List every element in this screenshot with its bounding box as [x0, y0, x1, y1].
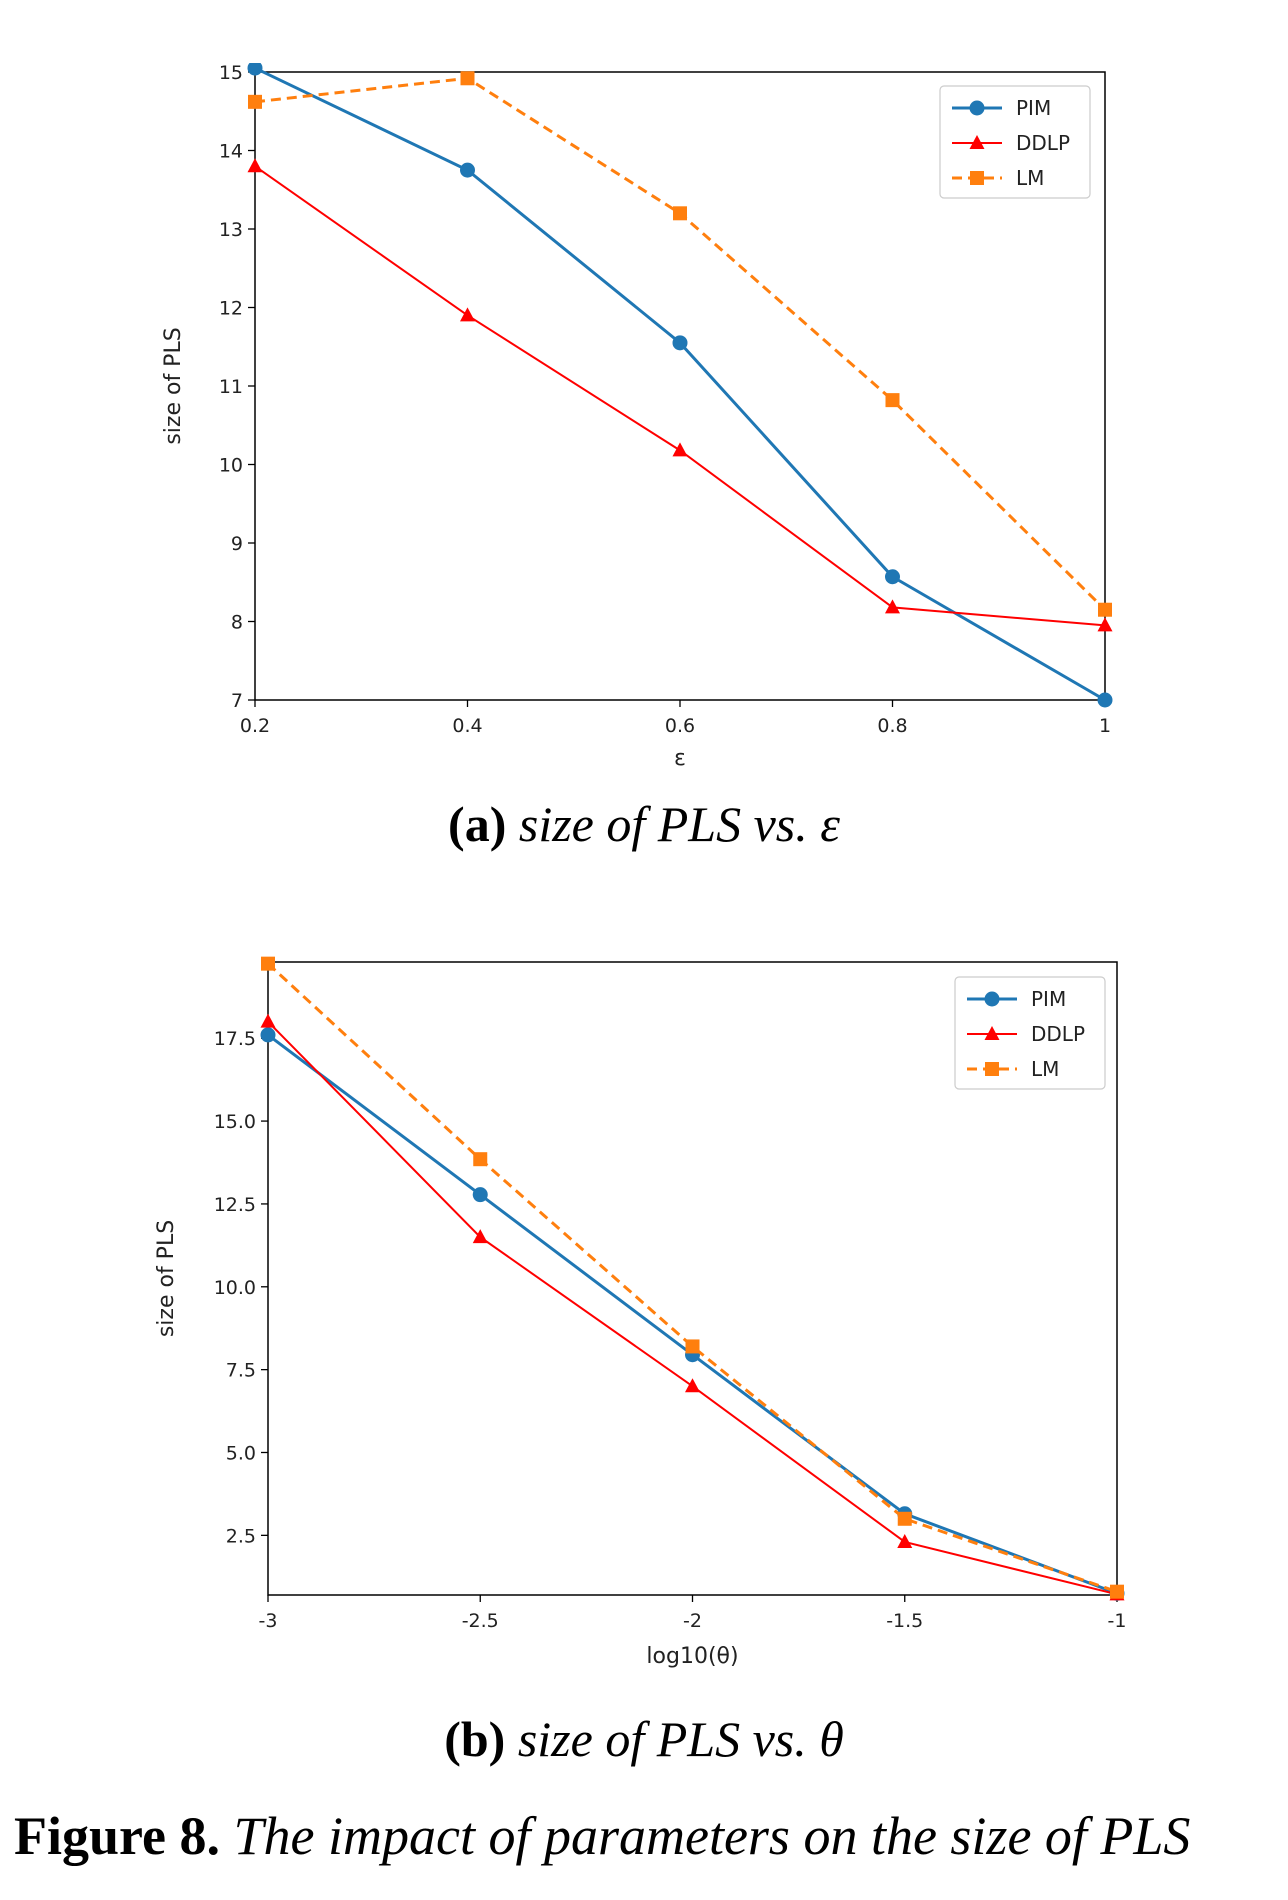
caption-b: (b) size of PLS vs. θ: [0, 1710, 1288, 1768]
data-point-lm: [673, 206, 687, 221]
y-tick-label-a: 8: [231, 612, 243, 634]
caption-a-text: size of PLS vs. ε: [518, 796, 840, 852]
caption-b-label: (b): [444, 1711, 506, 1767]
y-tick-label-a: 12: [219, 298, 243, 320]
x-tick-label-a: 0.4: [452, 715, 482, 737]
data-point-pim: [260, 1027, 276, 1043]
data-point-lm: [261, 956, 275, 971]
x-tick-label-b: -1.5: [886, 1610, 923, 1632]
data-point-lm: [1110, 1584, 1124, 1599]
data-point-lm: [1098, 602, 1112, 617]
legend-label-ddlp: DDLP: [1016, 131, 1070, 155]
x-axis-label-b: log10(θ): [646, 1644, 738, 1669]
caption-b-text: size of PLS vs. θ: [517, 1711, 844, 1767]
data-point-ddlp: [247, 158, 263, 173]
x-tick-label-b: -2: [683, 1610, 702, 1632]
data-point-pim: [247, 63, 263, 76]
y-tick-label-a: 10: [219, 455, 243, 477]
y-tick-label-b: 5.0: [226, 1442, 256, 1464]
caption-a: (a) size of PLS vs. ε: [0, 795, 1288, 853]
legend-marker-ddlp: [969, 135, 985, 149]
x-tick-label-a: 0.6: [665, 715, 695, 737]
series-line-ddlp: [254, 165, 1106, 627]
legend-marker-pim: [984, 991, 1000, 1007]
chart-a: 0.2 0.4 0.6 0.8 1 7 8 9 10 11 12 13 14 15 ε size of PLS…: [161, 62, 1113, 771]
series-line-pim: [267, 1033, 1118, 1595]
y-tick-label-a: 7: [231, 690, 243, 712]
data-point-ddlp: [260, 1013, 276, 1028]
data-point-pim: [885, 569, 900, 585]
legend-label-lm: LM: [1031, 1057, 1059, 1081]
legend-marker-ddlp: [984, 1026, 1000, 1040]
data-point-ddlp: [885, 599, 900, 614]
legend-a: PIM DDLP LM: [939, 85, 1091, 199]
x-tick-label-a: 0.2: [240, 715, 270, 737]
y-tick-label-b: 7.5: [226, 1360, 256, 1382]
x-axis-label-a: ε: [674, 746, 686, 771]
data-point-lm: [897, 1511, 912, 1526]
legend-label-lm: LM: [1016, 166, 1044, 190]
data-point-ddlp: [472, 1229, 488, 1244]
data-point-pim: [1097, 692, 1113, 708]
series-pim-b: [260, 1027, 1125, 1601]
x-tick-label-b: -2.5: [462, 1610, 499, 1632]
data-point-ddlp: [1097, 617, 1113, 632]
legend-label-pim: PIM: [1031, 987, 1066, 1011]
x-tick-label-a: 0.8: [877, 715, 907, 737]
y-tick-label-a: 13: [219, 219, 243, 241]
legend-b: PIM DDLP LM: [954, 976, 1106, 1090]
data-point-lm: [685, 1339, 700, 1354]
y-axis-label-a: size of PLS: [161, 327, 186, 444]
data-point-ddlp: [685, 1378, 700, 1393]
figure-caption-label: Figure 8.: [14, 1806, 220, 1866]
y-tick-label-b: 15.0: [214, 1111, 256, 1133]
y-tick-label-a: 14: [219, 141, 243, 163]
legend-marker-pim: [969, 100, 985, 116]
data-point-ddlp: [672, 442, 688, 457]
x-tick-label-a: 1: [1099, 715, 1111, 737]
data-point-pim: [672, 335, 688, 351]
series-pim-a: [247, 63, 1113, 708]
data-point-ddlp: [460, 307, 475, 322]
data-point-pim: [472, 1187, 488, 1203]
series-ddlp-b: [260, 1013, 1125, 1601]
legend-label-ddlp: DDLP: [1031, 1022, 1085, 1046]
y-tick-label-a: 9: [231, 533, 243, 555]
figure-caption-text: The impact of parameters on the size of …: [233, 1806, 1191, 1866]
legend-label-pim: PIM: [1016, 96, 1051, 120]
data-point-ddlp: [897, 1533, 913, 1548]
data-point-pim: [460, 162, 475, 178]
legend-marker-lm: [985, 1062, 999, 1076]
data-point-lm: [473, 1152, 488, 1167]
y-tick-label-a: 15: [219, 62, 243, 84]
legend-marker-lm: [970, 171, 984, 185]
series-ddlp-a: [247, 158, 1113, 632]
caption-a-label: (a): [448, 796, 507, 852]
y-axis-label-b: size of PLS: [154, 1220, 179, 1337]
y-tick-label-a: 11: [219, 376, 243, 398]
data-point-lm: [248, 94, 262, 109]
y-tick-label-b: 10.0: [214, 1277, 256, 1299]
chart-b: -3 -2.5 -2 -1.5 -1 2.5 5.0 7.5 10.0 12.5 15.0 17.5 l…: [154, 956, 1127, 1669]
series-lm-b: [261, 956, 1124, 1599]
y-tick-label-b: 2.5: [226, 1525, 256, 1547]
series-line-ddlp: [267, 1020, 1118, 1596]
data-point-lm: [885, 393, 900, 408]
data-point-lm: [460, 71, 475, 86]
series-lm-a: [248, 71, 1112, 617]
y-tick-label-b: 17.5: [214, 1028, 256, 1050]
figure-caption: Figure 8. The impact of parameters on th…: [14, 1805, 1284, 1867]
series-line-lm: [266, 962, 1118, 1594]
x-tick-label-b: -3: [259, 1610, 278, 1632]
x-tick-label-b: -1: [1108, 1610, 1127, 1632]
y-tick-label-b: 12.5: [214, 1194, 256, 1216]
